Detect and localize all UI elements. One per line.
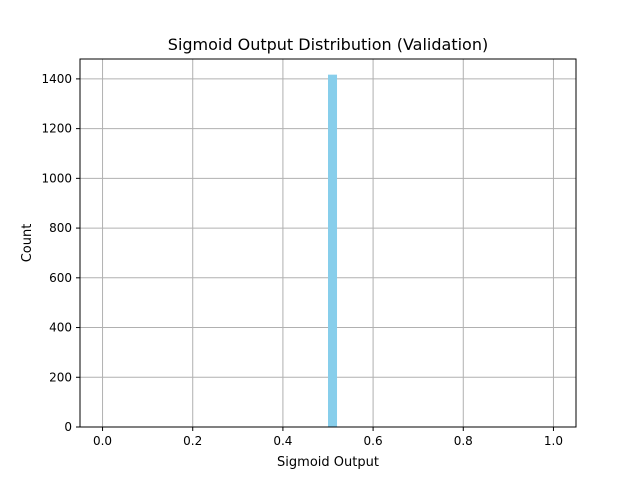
x-tick-label: 0.8 xyxy=(454,434,473,448)
y-tick-label: 400 xyxy=(49,321,72,335)
y-tick-label: 800 xyxy=(49,221,72,235)
y-axis-label: Count xyxy=(20,224,35,263)
x-tick-label: 1.0 xyxy=(544,434,563,448)
y-tick-label: 600 xyxy=(49,271,72,285)
chart-title: Sigmoid Output Distribution (Validation) xyxy=(168,35,488,54)
y-tick-label: 0 xyxy=(64,420,72,434)
y-tick-label: 1200 xyxy=(41,122,72,136)
histogram-bar xyxy=(328,74,338,428)
x-tick-label: 0.0 xyxy=(93,434,112,448)
x-axis-label: Sigmoid Output xyxy=(277,455,379,470)
x-tick-label: 0.6 xyxy=(364,434,383,448)
y-tick-label: 1000 xyxy=(41,171,72,185)
x-tick-label: 0.4 xyxy=(273,434,292,448)
x-tick-label: 0.2 xyxy=(183,434,202,448)
y-tick-label: 1400 xyxy=(41,72,72,86)
bars xyxy=(328,74,338,428)
y-tick-label: 200 xyxy=(49,370,72,384)
x-axis-ticks: 0.0 0.2 0.4 0.6 0.8 1.0 xyxy=(93,427,563,448)
plot-frame xyxy=(79,58,577,428)
y-axis-ticks: 0 200 400 600 800 1000 1200 1400 xyxy=(41,72,80,434)
